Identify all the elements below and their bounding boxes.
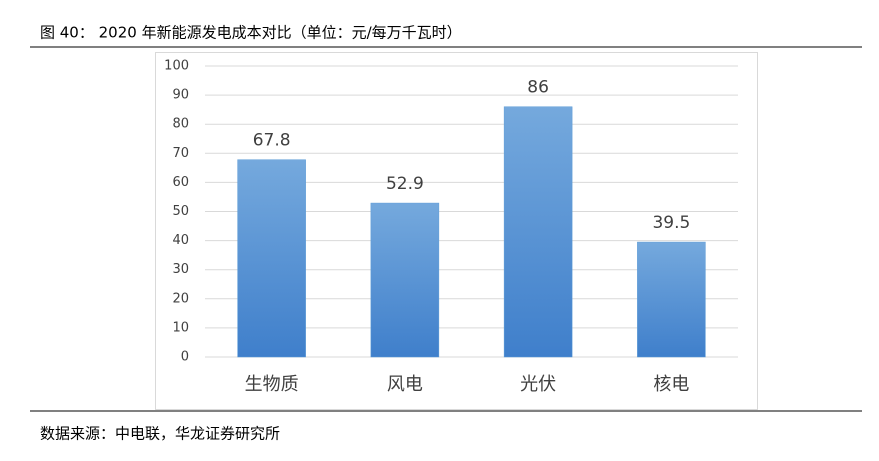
y-tick-label: 0 xyxy=(181,350,189,365)
value-label: 86 xyxy=(527,78,549,98)
plot-frame xyxy=(155,52,758,410)
bar xyxy=(637,241,706,358)
bar xyxy=(370,202,440,358)
y-tick-label: 80 xyxy=(172,117,189,132)
chart-title: 图 40： 2020 年新能源发电成本对比（单位：元/每万千瓦时） xyxy=(40,24,462,42)
source-note: 数据来源：中电联，华龙证券研究所 xyxy=(40,425,280,443)
y-tick-label: 30 xyxy=(172,262,189,277)
bar xyxy=(503,106,573,358)
y-tick-label: 40 xyxy=(172,233,189,248)
value-label: 67.8 xyxy=(253,131,291,151)
y-tick-label: 20 xyxy=(172,291,189,306)
y-tick-label: 70 xyxy=(172,146,189,161)
x-tick-label: 核电 xyxy=(653,374,689,395)
y-tick-label: 10 xyxy=(172,320,189,335)
value-label: 39.5 xyxy=(652,213,690,233)
y-tick-label: 60 xyxy=(172,175,189,190)
value-label: 52.9 xyxy=(386,174,424,194)
x-tick-label: 生物质 xyxy=(245,374,299,395)
y-tick-label: 50 xyxy=(172,204,189,219)
bar xyxy=(237,159,306,358)
x-tick-label: 风电 xyxy=(387,374,423,395)
x-tick-label: 光伏 xyxy=(520,374,556,395)
y-tick-label: 90 xyxy=(172,88,189,103)
y-tick-label: 100 xyxy=(164,59,189,74)
